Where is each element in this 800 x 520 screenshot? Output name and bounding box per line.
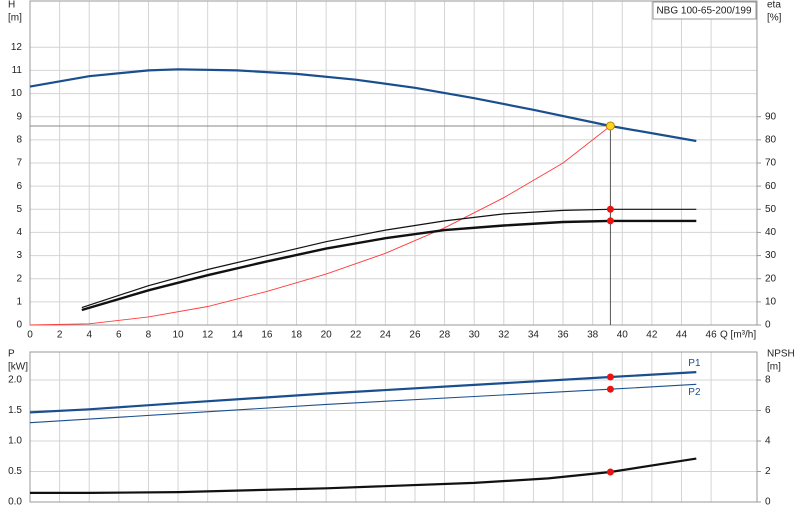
chart-title: NBG 100-65-200/199 bbox=[656, 6, 752, 17]
y2-tick-label: 20 bbox=[765, 273, 777, 284]
x-tick-label: 16 bbox=[261, 330, 273, 341]
curve bbox=[29, 383, 697, 424]
x-tick-label: 46 bbox=[706, 330, 718, 341]
x-tick-label: 8 bbox=[146, 330, 152, 341]
plot-frame bbox=[29, 0, 758, 326]
y-axis-unit: [kW] bbox=[8, 362, 28, 373]
operating-marker bbox=[606, 385, 614, 393]
title-box bbox=[652, 1, 757, 20]
y2-tick-label: 40 bbox=[765, 227, 777, 238]
x-tick-label: 26 bbox=[409, 330, 421, 341]
y2-tick-label: 2 bbox=[765, 466, 771, 477]
y-tick-label: 2.0 bbox=[8, 375, 22, 386]
operating-marker bbox=[606, 468, 614, 476]
y-tick-label: 0 bbox=[16, 320, 22, 331]
y2-tick-label: 0 bbox=[765, 497, 771, 508]
x-tick-label: 18 bbox=[291, 330, 303, 341]
duty-point bbox=[605, 121, 615, 131]
y2-axis-unit: [m] bbox=[767, 362, 781, 373]
y2-axis-unit: [%] bbox=[767, 13, 782, 24]
x-tick-label: 36 bbox=[557, 330, 569, 341]
y-tick-label: 8 bbox=[16, 134, 22, 145]
x-tick-label: 40 bbox=[617, 330, 629, 341]
curve bbox=[30, 457, 697, 494]
y-tick-label: 7 bbox=[16, 158, 22, 169]
x-axis-label: Q [m³/h] bbox=[720, 330, 756, 341]
y2-tick-label: 0 bbox=[765, 320, 771, 331]
y2-tick-label: 80 bbox=[765, 134, 777, 145]
series-label: P1 bbox=[688, 358, 701, 369]
x-tick-label: 42 bbox=[646, 330, 658, 341]
x-tick-label: 4 bbox=[86, 330, 92, 341]
y2-tick-label: 70 bbox=[765, 158, 777, 169]
x-tick-label: 34 bbox=[528, 330, 540, 341]
operating-marker bbox=[606, 217, 614, 225]
y2-tick-label: 60 bbox=[765, 181, 777, 192]
series-label: P2 bbox=[688, 387, 701, 398]
y-tick-label: 9 bbox=[16, 111, 22, 122]
curve bbox=[81, 219, 697, 312]
y-tick-label: 12 bbox=[11, 42, 23, 53]
y-tick-label: 3 bbox=[16, 250, 22, 261]
x-tick-label: 6 bbox=[116, 330, 122, 341]
y2-tick-label: 10 bbox=[765, 296, 777, 307]
x-tick-label: 14 bbox=[232, 330, 244, 341]
y-axis-unit: [m] bbox=[8, 13, 22, 24]
y2-tick-label: 50 bbox=[765, 204, 777, 215]
y-tick-label: 10 bbox=[11, 88, 23, 99]
curve bbox=[81, 208, 697, 309]
y-tick-label: 1.5 bbox=[8, 405, 22, 416]
operating-marker bbox=[606, 205, 614, 213]
x-tick-label: 20 bbox=[321, 330, 333, 341]
y-tick-label: 4 bbox=[16, 227, 22, 238]
y2-tick-label: 4 bbox=[765, 436, 771, 447]
x-tick-label: 30 bbox=[469, 330, 481, 341]
y2-axis-label: NPSH bbox=[767, 349, 795, 360]
curve bbox=[29, 68, 697, 143]
x-tick-label: 2 bbox=[57, 330, 63, 341]
x-tick-label: 10 bbox=[173, 330, 185, 341]
y2-tick-label: 30 bbox=[765, 250, 777, 261]
y2-tick-label: 8 bbox=[765, 375, 771, 386]
curve bbox=[29, 125, 611, 326]
y2-tick-label: 90 bbox=[765, 111, 777, 122]
y-tick-label: 2 bbox=[16, 273, 22, 284]
y-tick-label: 1 bbox=[16, 296, 22, 307]
y-tick-label: 5 bbox=[16, 204, 22, 215]
y-tick-label: 11 bbox=[12, 65, 23, 76]
x-tick-label: 44 bbox=[676, 330, 688, 341]
x-tick-label: 28 bbox=[439, 330, 451, 341]
x-tick-label: 38 bbox=[587, 330, 599, 341]
curve bbox=[29, 371, 697, 414]
plot-frame bbox=[29, 351, 758, 503]
y-tick-label: 6 bbox=[16, 181, 22, 192]
y-axis-label: H bbox=[8, 0, 15, 11]
y2-axis-label: eta bbox=[767, 0, 781, 11]
x-tick-label: 22 bbox=[350, 330, 362, 341]
y-tick-label: 0.5 bbox=[8, 466, 22, 477]
x-tick-label: 12 bbox=[202, 330, 214, 341]
x-tick-label: 32 bbox=[498, 330, 510, 341]
y-tick-label: 1.0 bbox=[8, 436, 22, 447]
x-tick-label: 24 bbox=[380, 330, 392, 341]
y-tick-label: 0.0 bbox=[8, 497, 22, 508]
operating-marker bbox=[606, 373, 614, 381]
y-axis-label: P bbox=[8, 349, 15, 360]
y2-tick-label: 6 bbox=[765, 405, 771, 416]
x-tick-label: 0 bbox=[27, 330, 33, 341]
